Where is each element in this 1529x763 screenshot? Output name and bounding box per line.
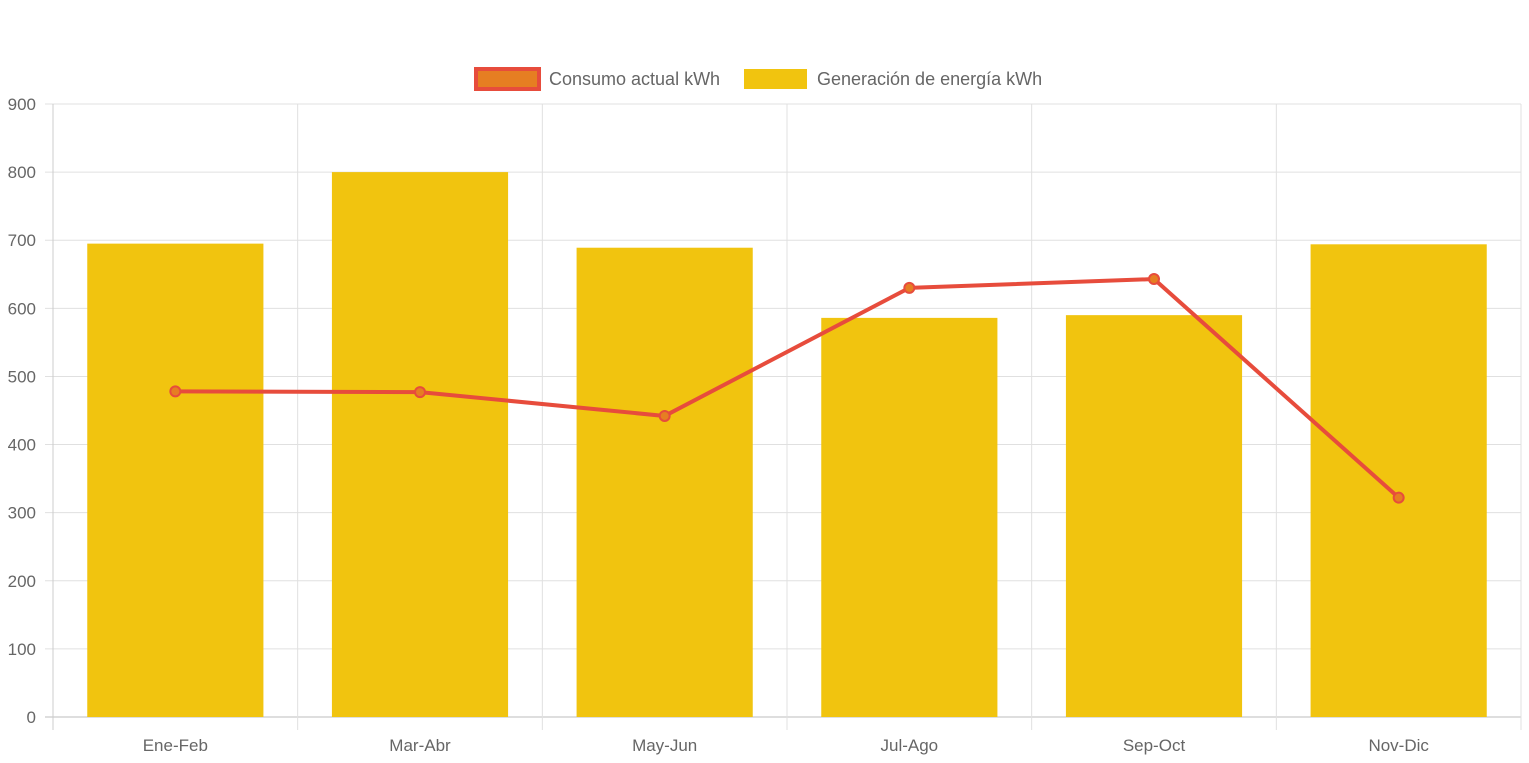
line-point[interactable]	[169, 385, 182, 398]
y-tick-label: 300	[8, 504, 36, 523]
line-series	[169, 273, 1405, 504]
line-path	[175, 277, 1400, 500]
legend-item-consumo[interactable]: Consumo actual kWh	[474, 67, 720, 91]
y-tick-label: 700	[8, 231, 36, 250]
y-tick-label: 500	[8, 367, 36, 386]
bar-series	[87, 172, 1487, 718]
line-point[interactable]	[903, 281, 916, 294]
legend[interactable]: Consumo actual kWh Generación de energía…	[474, 67, 1042, 91]
grid-lines	[45, 103, 1522, 730]
x-tick-label: May-Jun	[632, 736, 697, 755]
bar[interactable]	[1065, 315, 1243, 717]
x-tick-label: Ene-Feb	[143, 736, 208, 755]
legend-swatch-generacion	[744, 69, 807, 89]
legend-swatch-consumo	[474, 67, 541, 91]
line-point[interactable]	[414, 386, 426, 399]
line-point[interactable]	[1392, 491, 1405, 504]
bar[interactable]	[87, 243, 264, 717]
y-tick-label: 800	[8, 163, 36, 182]
legend-item-generacion[interactable]: Generación de energía kWh	[744, 69, 1042, 89]
line-point[interactable]	[1148, 273, 1160, 286]
bar[interactable]	[821, 317, 998, 717]
line-point[interactable]	[658, 409, 671, 422]
y-tick-label: 600	[8, 299, 36, 318]
x-tick-label: Sep-Oct	[1123, 736, 1186, 755]
bar[interactable]	[1310, 244, 1487, 717]
y-tick-label: 200	[8, 572, 36, 591]
y-tick-label: 900	[8, 95, 36, 114]
x-tick-label: Jul-Ago	[881, 736, 939, 755]
y-tick-label: 0	[27, 708, 36, 727]
x-tick-label: Nov-Dic	[1368, 736, 1429, 755]
x-tick-label: Mar-Abr	[389, 736, 451, 755]
axes: 0 100 200 300 400 500 600 700 800 900 Ene-Feb Mar-A…	[8, 95, 1430, 755]
bar[interactable]	[576, 247, 753, 717]
bar[interactable]	[331, 172, 509, 718]
legend-label-generacion: Generación de energía kWh	[817, 69, 1042, 89]
legend-label-consumo: Consumo actual kWh	[549, 69, 720, 89]
y-tick-label: 400	[8, 436, 36, 455]
y-tick-label: 100	[8, 640, 36, 659]
